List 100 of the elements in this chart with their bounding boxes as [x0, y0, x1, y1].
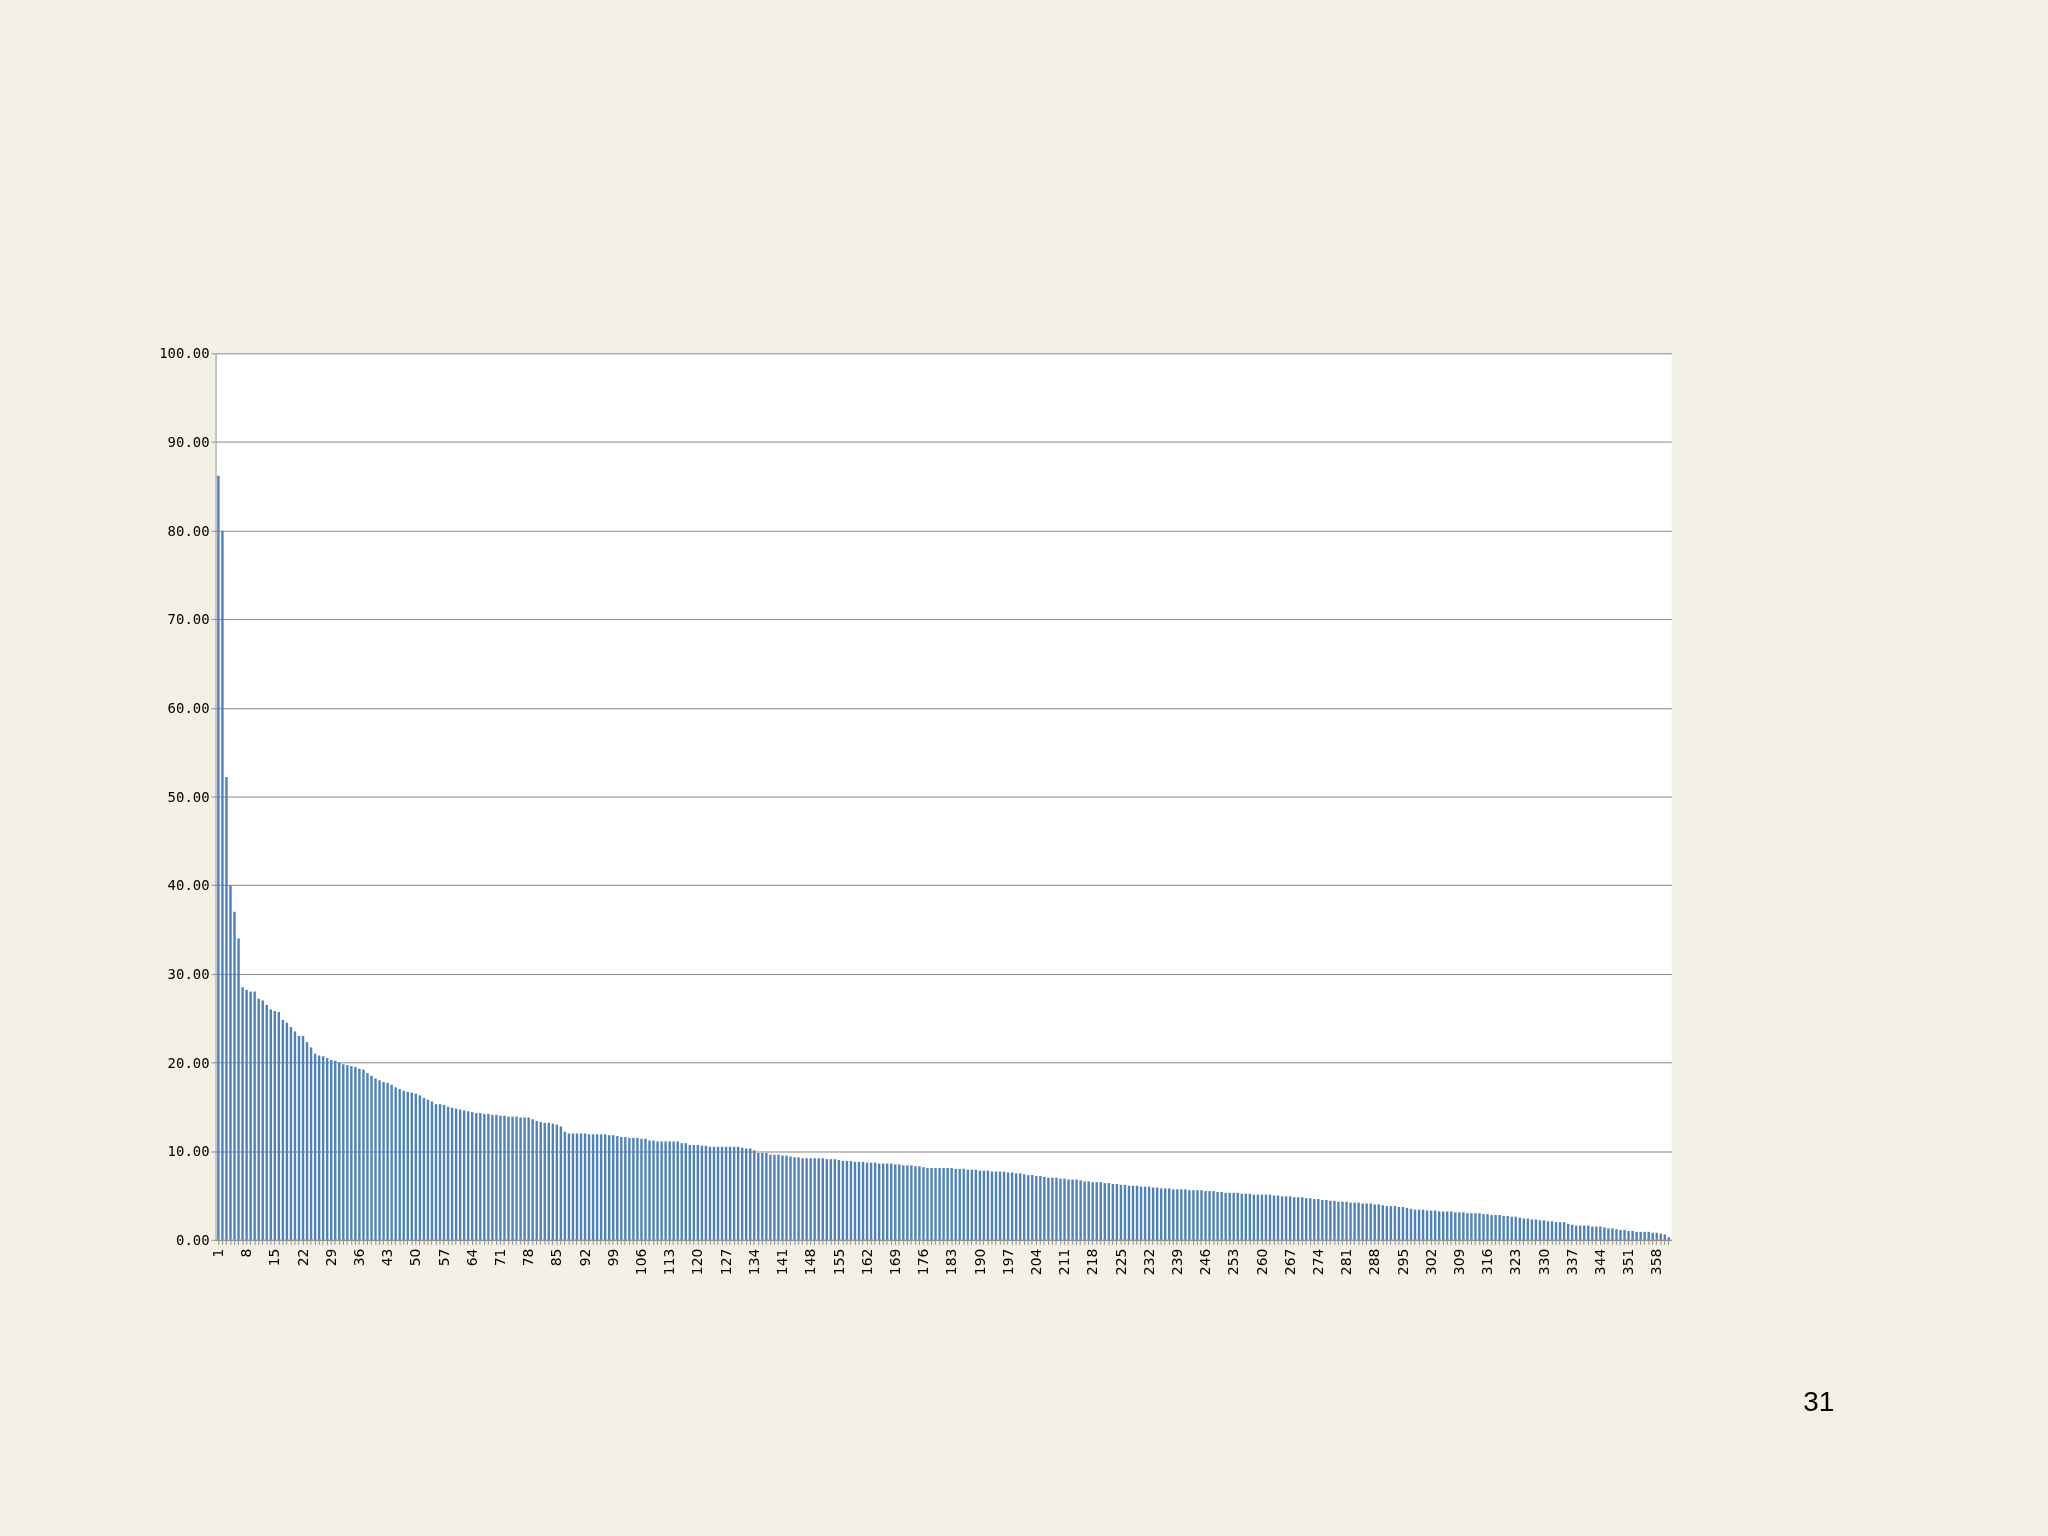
bar — [394, 1087, 397, 1240]
y-tick-label: 100.00 — [159, 345, 210, 362]
bar — [672, 1141, 675, 1240]
bar — [946, 1168, 949, 1240]
bar — [922, 1167, 925, 1240]
bar — [660, 1141, 663, 1240]
x-tick-label: 323 — [1507, 1248, 1524, 1276]
bar — [777, 1154, 780, 1240]
x-tick-label: 176 — [915, 1248, 932, 1276]
bar — [1176, 1189, 1179, 1240]
x-tick-label: 211 — [1056, 1248, 1073, 1276]
bar — [1615, 1229, 1618, 1240]
x-tick-label: 197 — [999, 1248, 1016, 1276]
bar — [390, 1084, 393, 1240]
bar — [1599, 1226, 1602, 1240]
bar — [487, 1113, 490, 1240]
bar — [1055, 1177, 1058, 1240]
bar — [1337, 1201, 1340, 1240]
bar — [358, 1068, 361, 1240]
bar — [1595, 1226, 1598, 1240]
x-tick-label: 316 — [1479, 1248, 1496, 1276]
bar — [1224, 1192, 1227, 1240]
bar — [1349, 1202, 1352, 1240]
bar — [1478, 1213, 1481, 1240]
bar — [1216, 1191, 1219, 1240]
x-tick-label: 253 — [1225, 1248, 1242, 1276]
bar — [1490, 1215, 1493, 1240]
x-tick-label: 78 — [520, 1248, 537, 1267]
x-tick-label: 337 — [1563, 1248, 1580, 1276]
x-tick-label: 358 — [1648, 1248, 1665, 1276]
bar — [898, 1164, 901, 1240]
bar — [519, 1117, 522, 1240]
x-tick-label: 190 — [971, 1248, 988, 1276]
x-tick-label: 43 — [379, 1248, 396, 1267]
bar — [1474, 1213, 1477, 1240]
x-tick-label: 274 — [1309, 1248, 1326, 1276]
bar — [1627, 1230, 1630, 1240]
y-tick-label: 60.00 — [167, 700, 210, 717]
bar — [1313, 1199, 1316, 1240]
bar — [511, 1116, 514, 1240]
bar — [644, 1138, 647, 1240]
y-tick-label: 0.00 — [176, 1231, 210, 1248]
bar — [1486, 1214, 1489, 1240]
y-tick-label: 10.00 — [167, 1143, 210, 1160]
bar — [918, 1166, 921, 1240]
x-tick-label: 351 — [1620, 1248, 1637, 1276]
bar — [499, 1115, 502, 1240]
x-tick-label: 281 — [1338, 1248, 1355, 1276]
x-tick-label: 106 — [633, 1248, 650, 1276]
bar — [902, 1165, 905, 1240]
x-tick-label: 64 — [463, 1248, 480, 1267]
x-tick-label: 92 — [576, 1248, 593, 1267]
bar — [386, 1082, 389, 1240]
bar — [1482, 1214, 1485, 1240]
bar — [535, 1121, 538, 1240]
bar — [805, 1158, 808, 1240]
y-tick-label: 50.00 — [167, 788, 210, 805]
x-tick-label: 267 — [1281, 1248, 1298, 1276]
bar — [1458, 1212, 1461, 1240]
bar — [1353, 1202, 1356, 1240]
bar — [1506, 1215, 1509, 1240]
bar — [1200, 1190, 1203, 1240]
bar — [668, 1141, 671, 1240]
bar — [942, 1168, 945, 1240]
bar — [809, 1158, 812, 1240]
bar — [1063, 1178, 1066, 1240]
x-tick-label: 148 — [802, 1248, 819, 1276]
x-tick-label: 204 — [1027, 1248, 1044, 1276]
bar — [1083, 1181, 1086, 1240]
bar — [1619, 1230, 1622, 1240]
bar — [495, 1114, 498, 1240]
bar — [632, 1137, 635, 1240]
bar — [1321, 1199, 1324, 1240]
bar — [1470, 1213, 1473, 1240]
bar — [1369, 1203, 1372, 1240]
bar — [926, 1168, 929, 1240]
x-tick-label: 8 — [238, 1248, 255, 1258]
bar — [1188, 1190, 1191, 1240]
bar — [362, 1069, 365, 1240]
bar — [1184, 1189, 1187, 1240]
bar — [1051, 1177, 1054, 1240]
bar — [636, 1137, 639, 1240]
x-tick-label: 99 — [604, 1248, 621, 1267]
x-tick-label: 85 — [548, 1248, 565, 1267]
bar — [1220, 1191, 1223, 1240]
x-tick-label: 302 — [1422, 1248, 1439, 1276]
bar — [523, 1117, 526, 1240]
x-tick-label: 295 — [1394, 1248, 1411, 1276]
bar — [1611, 1228, 1614, 1240]
bar — [1639, 1231, 1642, 1240]
bar — [648, 1140, 651, 1240]
bar — [253, 991, 256, 1240]
bar — [1039, 1175, 1042, 1240]
bar — [1071, 1179, 1074, 1240]
bar — [620, 1136, 623, 1240]
bar — [503, 1115, 506, 1240]
bar — [761, 1152, 764, 1240]
bar — [652, 1140, 655, 1240]
x-tick-label: 344 — [1592, 1248, 1608, 1276]
bar — [1087, 1181, 1090, 1240]
